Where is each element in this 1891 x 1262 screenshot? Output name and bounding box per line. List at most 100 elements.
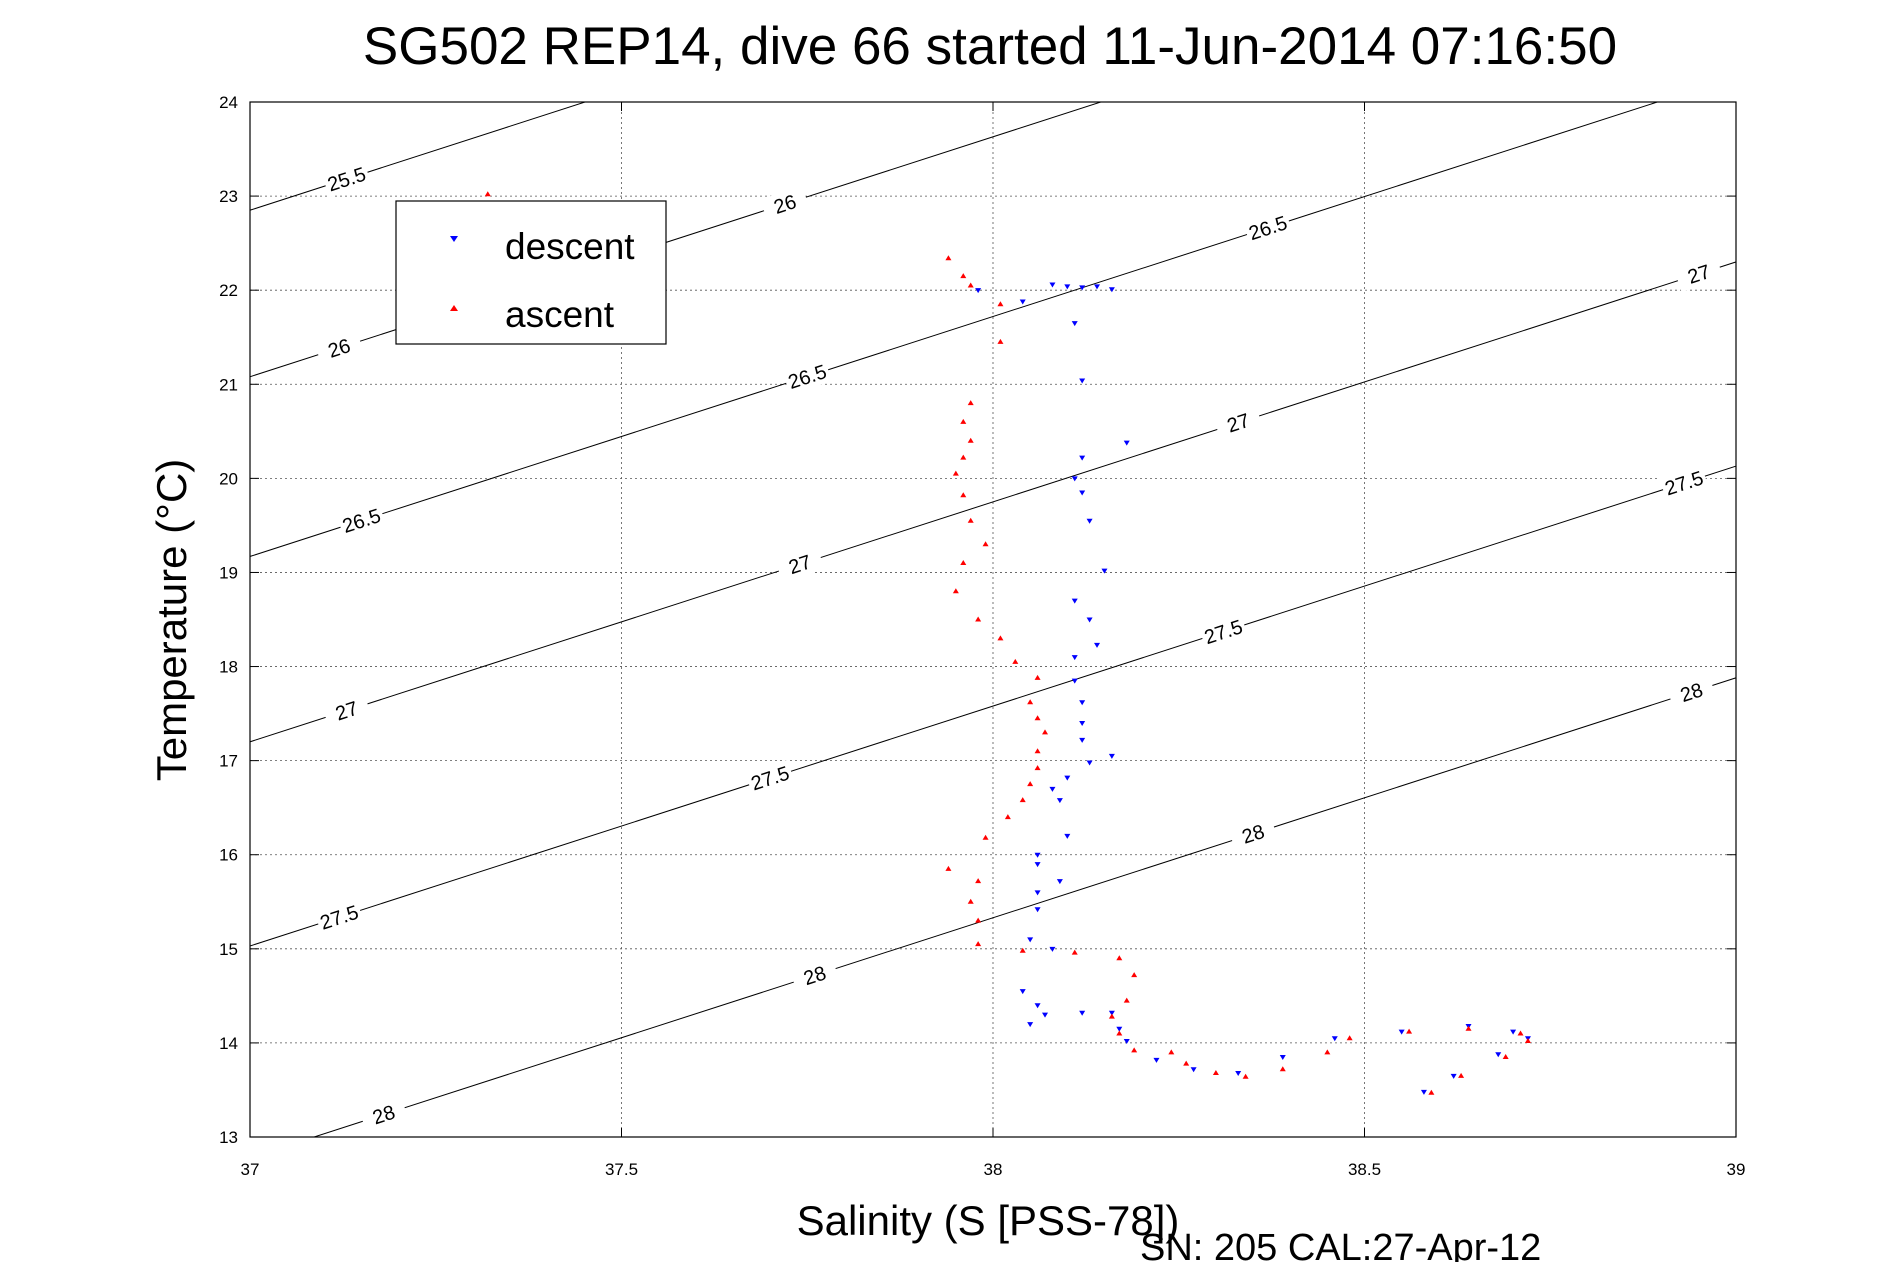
- ascent-point: [1168, 1049, 1175, 1055]
- ascent-point: [975, 616, 982, 622]
- y-tick-label: 15: [219, 940, 238, 959]
- ascent-point: [1004, 814, 1011, 820]
- ascent-point: [967, 400, 974, 406]
- descent-point: [1071, 476, 1078, 482]
- svg-text:26.5: 26.5: [1246, 212, 1290, 245]
- ascent-point: [982, 834, 989, 840]
- ascent-point: [1116, 1030, 1123, 1036]
- y-tick-label: 13: [219, 1128, 238, 1147]
- descent-point: [1034, 852, 1041, 858]
- svg-text:27.5: 27.5: [1202, 616, 1246, 649]
- contour-label: 26.5: [782, 358, 832, 395]
- chart-title: SG502 REP14, dive 66 started 11-Jun-2014…: [363, 17, 1617, 76]
- y-tick-label: 18: [219, 658, 238, 677]
- contour-label: 28: [359, 1096, 409, 1133]
- x-axis-ticks: 37 37.5 38 38.5 39: [241, 102, 1746, 1179]
- contour-label: 27.5: [314, 899, 364, 936]
- descent-point: [1153, 1057, 1160, 1063]
- contour-label: 27: [1674, 255, 1724, 293]
- ascent-point: [960, 492, 967, 498]
- ascent-point: [982, 541, 989, 547]
- descent-point: [1049, 786, 1056, 792]
- legend: descent ascent: [395, 200, 667, 345]
- y-tick-label: 24: [219, 93, 238, 112]
- y-tick-label: 20: [219, 469, 238, 488]
- ascent-point: [1458, 1072, 1465, 1078]
- ascent-point: [952, 470, 959, 476]
- contour-label: 27: [321, 692, 372, 729]
- ascent-point: [997, 301, 1004, 307]
- y-axis-label: Temperature (°C): [148, 459, 195, 782]
- ascent-point: [1242, 1073, 1249, 1079]
- svg-text:27.5: 27.5: [749, 763, 793, 796]
- y-tick-label: 22: [219, 281, 238, 300]
- descent-point: [1420, 1089, 1427, 1095]
- svg-text:26.5: 26.5: [786, 361, 830, 394]
- ascent-point: [1034, 715, 1041, 721]
- descent-point: [1116, 1026, 1123, 1032]
- ascent-point: [1027, 699, 1034, 705]
- ascent-point: [1042, 729, 1049, 735]
- descent-point: [1079, 490, 1086, 496]
- contour-label: 26.5: [336, 502, 387, 539]
- density-contour-line: [250, 261, 1736, 743]
- legend-ascent-marker: [450, 305, 458, 311]
- ascent-point: [967, 517, 974, 523]
- ascent-point: [1183, 1060, 1190, 1066]
- contour-label: 28: [790, 957, 840, 994]
- ascent-point: [960, 454, 967, 460]
- y-tick-label: 17: [219, 752, 238, 771]
- ascent-point: [997, 338, 1004, 344]
- ascent-point: [1346, 1035, 1353, 1041]
- descent-point: [1279, 1055, 1286, 1061]
- descent-point: [1071, 678, 1078, 684]
- y-axis-ticks: 13 14 15 16 17 18 19 20 21 22 23 24: [219, 93, 1736, 1147]
- descent-point: [1071, 321, 1078, 327]
- contour-label: 27.5: [745, 759, 795, 797]
- descent-point: [1056, 879, 1063, 885]
- descent-point: [1331, 1036, 1338, 1042]
- ascent-point: [1123, 997, 1130, 1003]
- ascent-point: [1131, 972, 1138, 978]
- descent-point: [1450, 1073, 1457, 1079]
- descent-point: [1019, 989, 1026, 995]
- ascent-point: [1027, 781, 1034, 787]
- ascent-point: [1279, 1066, 1286, 1072]
- descent-point: [975, 288, 982, 294]
- density-contour-line: [250, 102, 587, 211]
- calibration-info: SN: 205 CAL:27-Apr-12: [1140, 1227, 1541, 1262]
- x-tick-label: 38: [984, 1160, 1003, 1179]
- ascent-point: [967, 282, 974, 288]
- descent-point: [1019, 299, 1026, 305]
- y-tick-label: 14: [219, 1034, 238, 1053]
- descent-point: [1064, 775, 1071, 781]
- descent-point: [1086, 617, 1093, 623]
- y-tick-label: 16: [219, 846, 238, 865]
- ascent-point: [1524, 1038, 1531, 1044]
- data-points: [484, 191, 1531, 1095]
- svg-text:27.5: 27.5: [1662, 467, 1706, 500]
- x-tick-label: 39: [1727, 1160, 1746, 1179]
- contour-label: 27.5: [1659, 464, 1709, 502]
- descent-point: [1108, 287, 1115, 293]
- ascent-point: [975, 917, 982, 923]
- descent-point: [1027, 937, 1034, 943]
- descent-point: [1071, 598, 1078, 604]
- legend-descent-label: descent: [505, 226, 635, 267]
- descent-point: [1086, 518, 1093, 524]
- descent-point: [1079, 285, 1086, 291]
- svg-text:26.5: 26.5: [340, 505, 384, 538]
- ascent-point: [952, 588, 959, 594]
- ascent-point: [945, 255, 952, 261]
- descent-point: [1064, 284, 1071, 290]
- x-tick-label: 37: [241, 1160, 260, 1179]
- y-tick-label: 19: [219, 563, 238, 582]
- descent-point: [1495, 1052, 1502, 1058]
- ascent-point: [1517, 1030, 1524, 1036]
- descent-point: [1079, 721, 1086, 726]
- descent-point: [1094, 284, 1101, 290]
- contour-label: 28: [1666, 674, 1717, 711]
- descent-point: [1398, 1029, 1405, 1035]
- contour-label: 26: [760, 185, 810, 223]
